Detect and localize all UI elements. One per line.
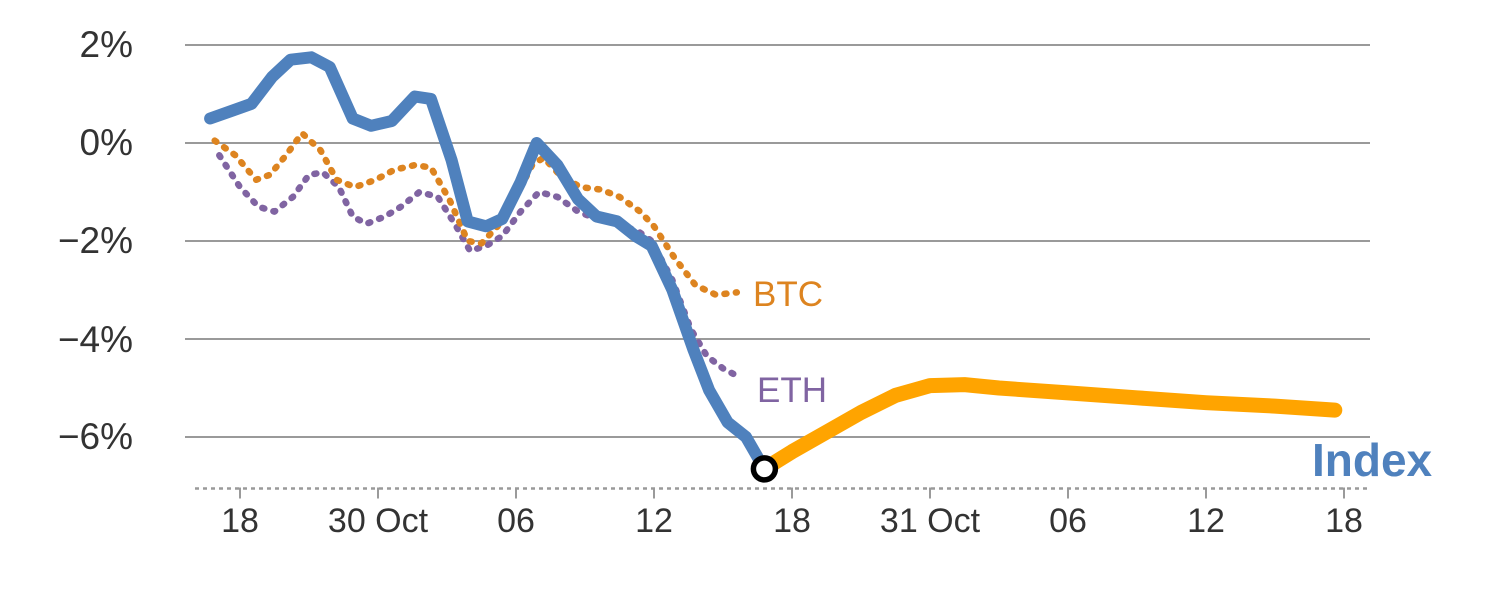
x-tick-label: 12	[1187, 502, 1225, 540]
y-tick-label: −6%	[57, 416, 133, 457]
eth-series-label: ETH	[757, 371, 827, 410]
x-tick-label: 06	[497, 502, 535, 540]
btc-series-label: BTC	[753, 275, 823, 314]
index-series-label: Index	[1312, 434, 1433, 486]
x-tick-label: 18	[1325, 502, 1363, 540]
y-tick-label: −2%	[57, 220, 133, 261]
x-tick-label: 12	[635, 502, 673, 540]
x-tick-label: 06	[1049, 502, 1087, 540]
x-tick-label: 18	[221, 502, 259, 540]
x-tick-label: 30 Oct	[327, 502, 429, 540]
y-tick-label: −4%	[57, 319, 133, 360]
y-tick-label: 0%	[79, 122, 133, 163]
y-tick-label: 2%	[79, 24, 133, 65]
x-tick-label: 31 Oct	[879, 502, 981, 540]
x-tick-label: 18	[773, 502, 811, 540]
